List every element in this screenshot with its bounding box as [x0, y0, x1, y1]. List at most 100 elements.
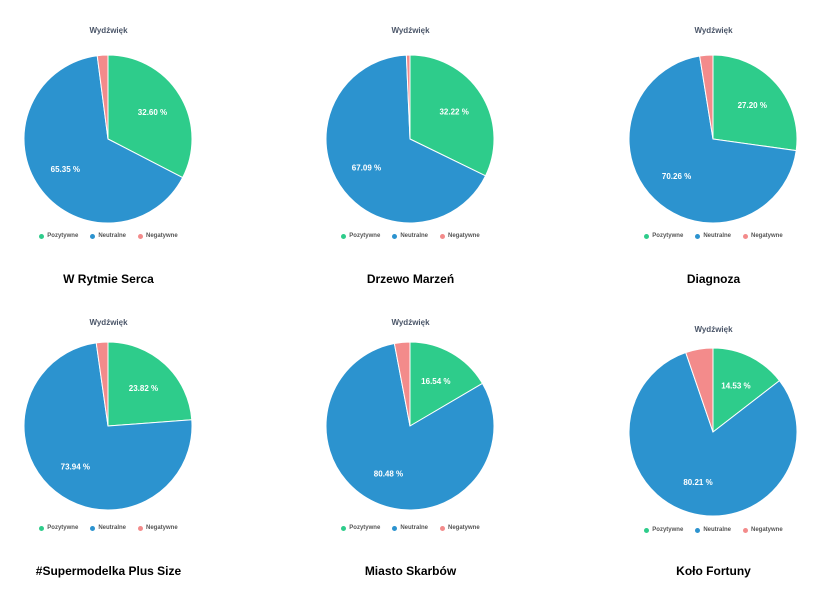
slice-negative[interactable]: [393, 341, 411, 427]
pie-chart-panel: Wydźwięk 23.82 % 73.94 % Pozytywne Neutralne…: [0, 292, 277, 582]
pie-chart: 16.54 % 80.48 %: [325, 341, 495, 511]
slice-negative[interactable]: [95, 341, 109, 427]
legend-dot-icon: [695, 233, 701, 239]
legend-item[interactable]: Pozytywne: [39, 233, 78, 239]
chart-legend: Pozytywne Neutralne Negatywne: [575, 527, 831, 533]
legend-dot-icon: [39, 233, 45, 239]
legend-dot-icon: [392, 233, 398, 239]
chart-caption: Miasto Skarbów: [364, 564, 457, 578]
legend-label: Negatywne: [146, 525, 178, 531]
pie-chart-panel: Wydźwięk 32.22 % 67.09 % Pozytywne Neutralne…: [300, 0, 577, 290]
legend-item[interactable]: Negatywne: [743, 233, 783, 239]
pie-chart: 32.60 % 65.35 %: [23, 54, 193, 224]
slice-positive[interactable]: [107, 54, 193, 179]
chart-legend: Pozytywne Neutralne Negatywne: [0, 525, 247, 531]
legend-item[interactable]: Negatywne: [138, 525, 178, 531]
legend-item[interactable]: Neutralne: [392, 525, 428, 531]
legend-dot-icon: [90, 525, 96, 531]
legend-label: Negatywne: [751, 233, 783, 239]
legend-dot-icon: [90, 233, 96, 239]
legend-label: Negatywne: [146, 233, 178, 239]
slice-positive[interactable]: [712, 347, 781, 434]
slice-positive[interactable]: [409, 54, 495, 177]
slice-data-label: 65.35 %: [51, 165, 80, 174]
slice-neutral[interactable]: [325, 342, 495, 511]
legend-label: Neutralne: [400, 525, 428, 531]
chart-caption: W Rytmie Serca: [63, 272, 154, 286]
chart-caption: Diagnoza: [686, 272, 741, 286]
chart-caption: #Supermodelka Plus Size: [35, 564, 182, 578]
legend-item[interactable]: Pozytywne: [341, 525, 380, 531]
legend-item[interactable]: Negatywne: [440, 525, 480, 531]
legend-dot-icon: [138, 233, 143, 239]
pie-chart-panel: Wydźwięk 16.54 % 80.48 % Pozytywne Neutralne…: [300, 292, 577, 582]
slice-data-label: 32.60 %: [138, 108, 167, 117]
chart-title: Wydźwięk: [391, 318, 430, 327]
legend-item[interactable]: Pozytywne: [644, 527, 683, 533]
chart-title: Wydźwięk: [391, 26, 430, 35]
legend-label: Neutralne: [98, 233, 126, 239]
slice-positive[interactable]: [409, 341, 484, 427]
slice-positive[interactable]: [107, 341, 193, 427]
legend-dot-icon: [743, 527, 748, 533]
legend-dot-icon: [440, 233, 445, 239]
legend-item[interactable]: Neutralne: [695, 527, 731, 533]
slice-neutral[interactable]: [23, 55, 184, 224]
legend-item[interactable]: Neutralne: [695, 233, 731, 239]
slice-data-label: 67.09 %: [352, 164, 381, 173]
slice-data-label: 27.20 %: [738, 101, 767, 110]
chart-legend: Pozytywne Neutralne Negatywne: [272, 525, 549, 531]
legend-dot-icon: [39, 525, 45, 531]
legend-dot-icon: [644, 527, 650, 533]
legend-dot-icon: [341, 233, 347, 239]
slice-negative[interactable]: [96, 54, 109, 140]
legend-label: Pozytywne: [652, 527, 684, 533]
chart-legend: Pozytywne Neutralne Negatywne: [272, 233, 549, 239]
legend-dot-icon: [341, 525, 347, 531]
pie-chart-panel: Wydźwięk 27.20 % 70.26 % Pozytywne Neutralne…: [555, 0, 831, 290]
chart-title: Wydźwięk: [89, 26, 128, 35]
legend-label: Pozytywne: [349, 233, 381, 239]
legend-dot-icon: [440, 525, 445, 531]
legend-label: Negatywne: [448, 233, 480, 239]
legend-item[interactable]: Neutralne: [90, 525, 126, 531]
legend-dot-icon: [695, 527, 701, 533]
slice-data-label: 23.82 %: [129, 384, 158, 393]
legend-item[interactable]: Neutralne: [392, 233, 428, 239]
legend-item[interactable]: Pozytywne: [39, 525, 78, 531]
legend-item[interactable]: Negatywne: [743, 527, 783, 533]
pie-chart-panel: Wydźwięk 32.60 % 65.35 % Pozytywne Neutralne…: [0, 0, 277, 290]
chart-legend: Pozytywne Neutralne Negatywne: [0, 233, 247, 239]
slice-data-label: 80.48 %: [374, 469, 403, 478]
slice-negative[interactable]: [405, 54, 411, 140]
legend-label: Neutralne: [98, 525, 126, 531]
legend-label: Neutralne: [703, 233, 731, 239]
slice-negative[interactable]: [699, 54, 714, 140]
pie-chart: 23.82 % 73.94 %: [23, 341, 193, 511]
slice-neutral[interactable]: [628, 55, 797, 224]
chart-caption: Drzewo Marzeń: [366, 272, 455, 286]
slice-data-label: 80.21 %: [683, 478, 712, 487]
legend-label: Neutralne: [400, 233, 428, 239]
slice-neutral[interactable]: [325, 54, 487, 224]
legend-dot-icon: [743, 233, 748, 239]
slice-neutral[interactable]: [628, 351, 798, 517]
chart-title: Wydźwięk: [694, 26, 733, 35]
pie-chart: 14.53 % 80.21 %: [628, 347, 798, 517]
slice-data-label: 32.22 %: [439, 107, 468, 116]
legend-label: Pozytywne: [47, 233, 79, 239]
legend-item[interactable]: Neutralne: [90, 233, 126, 239]
legend-item[interactable]: Pozytywne: [644, 233, 683, 239]
legend-item[interactable]: Negatywne: [440, 233, 480, 239]
legend-item[interactable]: Negatywne: [138, 233, 178, 239]
slice-data-label: 70.26 %: [662, 172, 691, 181]
legend-dot-icon: [392, 525, 398, 531]
chart-title: Wydźwięk: [89, 318, 128, 327]
slice-positive[interactable]: [712, 54, 798, 152]
pie-chart: 32.22 % 67.09 %: [325, 54, 495, 224]
slice-negative[interactable]: [685, 347, 714, 433]
slice-neutral[interactable]: [23, 342, 193, 511]
legend-item[interactable]: Pozytywne: [341, 233, 380, 239]
slice-data-label: 73.94 %: [61, 463, 90, 472]
slice-data-label: 14.53 %: [721, 381, 750, 390]
